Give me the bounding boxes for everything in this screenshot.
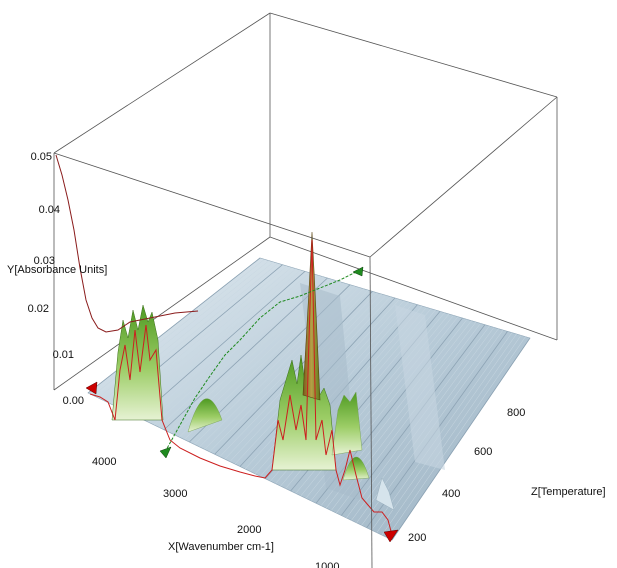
green-marker-front[interactable]: [159, 446, 172, 459]
plot-box-front: [53, 96, 558, 568]
y-axis: 0.05 0.04 0.03 0.02 0.01 0.00 Y[Absorban…: [7, 151, 107, 407]
x-tick-label: 3000: [163, 488, 187, 500]
y-axis-title: Y[Absorbance Units]: [7, 264, 107, 276]
x-axis-title: X[Wavenumber cm-1]: [168, 541, 274, 553]
x-tick-label: 2000: [237, 524, 261, 536]
y-tick-label: 0.01: [53, 349, 74, 361]
z-tick-label: 400: [442, 488, 460, 500]
green-marker-back[interactable]: [352, 266, 364, 277]
z-tick-label: 800: [507, 407, 525, 419]
x-tick-label: 1000: [315, 561, 339, 568]
x-axis: 4000 3000 2000 1000 X[Wavenumber cm-1]: [92, 456, 339, 568]
surface-ridge-line: [381, 335, 522, 536]
surface-ridge-line: [153, 275, 319, 426]
red-marker-right[interactable]: [383, 529, 399, 543]
surface-ridge-line: [336, 323, 481, 514]
front-trace: [89, 239, 393, 536]
z-tick-label: 600: [474, 446, 492, 458]
surface-ridge-line: [386, 336, 526, 538]
plot-box-back: [53, 12, 558, 391]
y-tick-label: 0.03: [34, 255, 55, 267]
y-tick-label: 0.02: [28, 303, 49, 315]
z-axis-title: Z[Temperature]: [531, 486, 606, 498]
left-trace: [55, 154, 199, 333]
surface-ridge-line: [371, 332, 513, 531]
red-marker-left[interactable]: [85, 381, 98, 395]
absorbance-peaks: [111, 231, 395, 511]
surface-ridge-line: [391, 337, 531, 541]
surface-ridge-line: [143, 272, 310, 421]
cursor-markers: [85, 266, 399, 543]
surface-ridge-line: [158, 276, 324, 428]
x-tick-label: 4000: [92, 456, 116, 468]
z-axis: 800 600 400 200 Z[Temperature]: [408, 407, 606, 544]
surface-ridge-line: [376, 333, 517, 533]
y-tick-label: 0.04: [39, 204, 60, 216]
surface-ridge-line: [138, 271, 306, 418]
y-tick-label: 0.00: [63, 395, 84, 407]
z-tick-label: 200: [408, 532, 426, 544]
green-trace: [164, 270, 359, 453]
y-tick-label: 0.05: [31, 151, 52, 163]
